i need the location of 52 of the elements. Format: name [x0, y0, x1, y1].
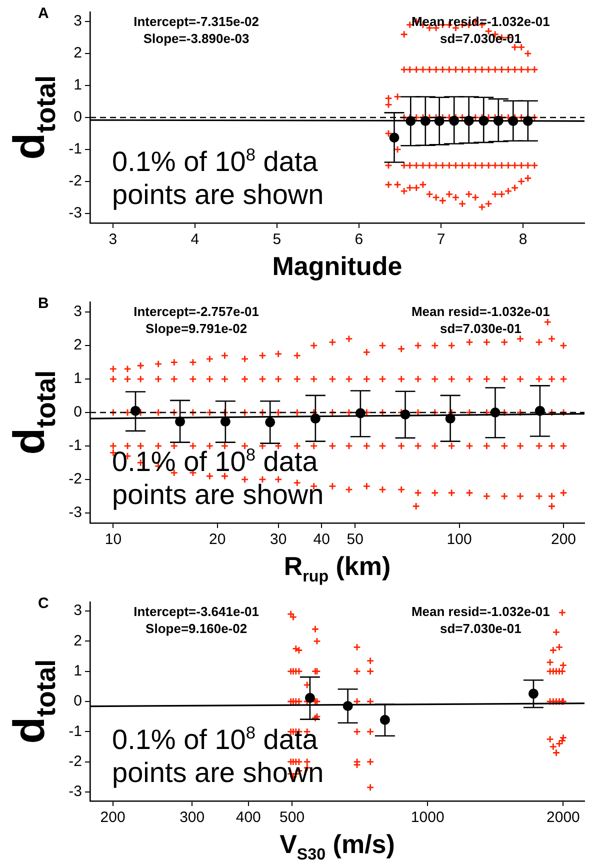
y-tick-label: 0 — [74, 692, 82, 710]
x-tick-label: 40 — [313, 531, 330, 548]
x-tick-label: 10 — [104, 531, 122, 548]
y-tick-label: 0 — [74, 108, 82, 126]
y-tick-label: 0 — [74, 404, 82, 421]
annotation: Mean resid=-1.032e-01 sd=7.030e-01 — [411, 604, 550, 636]
x-tick-label: 7 — [436, 231, 446, 248]
y-tick-label: 2 — [74, 632, 82, 650]
chart-title: A — [38, 5, 49, 22]
x-tick-label: 400 — [236, 809, 261, 826]
x-tick-label: 300 — [180, 809, 205, 826]
y-tick-label: 1 — [74, 370, 82, 388]
x-tick-label: 1000 — [410, 809, 444, 826]
y-tick-label: 3 — [74, 602, 82, 620]
y-tick-label: -1 — [68, 722, 82, 740]
y-tick-label: -3 — [68, 504, 82, 522]
x-tick-label: 100 — [446, 531, 472, 548]
y-axis-title: dtotal — [5, 659, 61, 744]
y-tick-label: -3 — [68, 783, 82, 800]
y-tick-label: -1 — [68, 140, 82, 158]
annotation: Intercept=-2.757e-01 Slope=9.791e-02 — [134, 304, 260, 336]
x-tick-label: 8 — [518, 231, 528, 248]
y-tick-label: 3 — [74, 12, 82, 30]
y-tick-label: -3 — [68, 204, 82, 222]
x-tick-label: 5 — [272, 231, 282, 248]
x-tick-label: 200 — [550, 531, 576, 548]
y-tick-label: 2 — [74, 336, 82, 354]
x-tick-label: 6 — [354, 231, 364, 248]
y-tick-label: -1 — [68, 437, 82, 454]
y-tick-label: 1 — [74, 76, 82, 94]
x-tick-label: 200 — [100, 809, 126, 826]
annotation: Intercept=-7.315e-02 Slope=-3.890e-03 — [134, 14, 260, 46]
x-tick-label: 3 — [108, 231, 118, 248]
y-tick-label: 1 — [74, 662, 82, 680]
x-tick-label: 50 — [346, 531, 364, 548]
x-tick-label: 20 — [209, 531, 226, 548]
y-axis-title: dtotal — [5, 370, 61, 455]
x-tick-label: 4 — [190, 231, 200, 248]
y-axis-title: dtotal — [5, 75, 61, 160]
y-tick-label: -2 — [68, 172, 82, 190]
x-axis-title: Magnitude — [272, 251, 402, 281]
chart-title: C — [38, 595, 49, 612]
y-tick-label: 3 — [74, 303, 82, 320]
x-tick-label: 30 — [270, 531, 287, 548]
chart-title: B — [38, 295, 49, 312]
x-tick-label: 2000 — [546, 809, 580, 826]
x-tick-label: 500 — [280, 809, 305, 826]
y-tick-label: 2 — [74, 44, 82, 62]
annotation: Mean resid=-1.032e-01 sd=7.030e-01 — [411, 304, 550, 336]
y-tick-label: -2 — [68, 752, 82, 770]
annotation: Intercept=-3.641e-01 Slope=9.160e-02 — [134, 604, 260, 636]
y-tick-label: -2 — [68, 470, 82, 488]
